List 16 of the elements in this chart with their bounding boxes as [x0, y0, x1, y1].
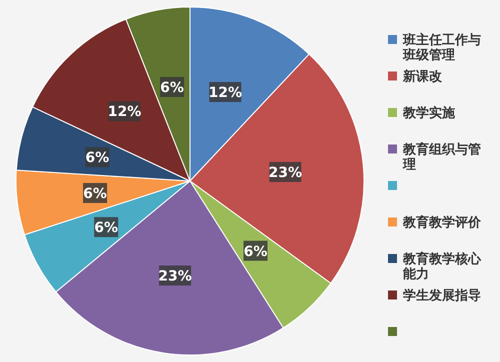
- legend-label: 教育教学评价: [402, 214, 482, 230]
- legend-label: 教学实施: [402, 105, 456, 121]
- data-label: 23%: [158, 268, 192, 285]
- legend-label: 新课改: [402, 68, 443, 84]
- data-label: 6%: [160, 80, 184, 96]
- legend-label: 教育教学核心能力: [402, 251, 482, 282]
- legend-label: 学生发展指导: [403, 288, 481, 304]
- data-label: 6%: [83, 186, 107, 202]
- data-label: 12%: [208, 85, 242, 102]
- legend-label: 教育组织与管理: [402, 142, 481, 172]
- data-label: 6%: [244, 244, 268, 260]
- data-label: 23%: [268, 164, 302, 181]
- data-label: 6%: [94, 220, 118, 236]
- data-label: 6%: [85, 150, 110, 166]
- legend-label: 班主任工作与班级管理: [402, 32, 481, 63]
- data-label: 12%: [108, 104, 142, 120]
